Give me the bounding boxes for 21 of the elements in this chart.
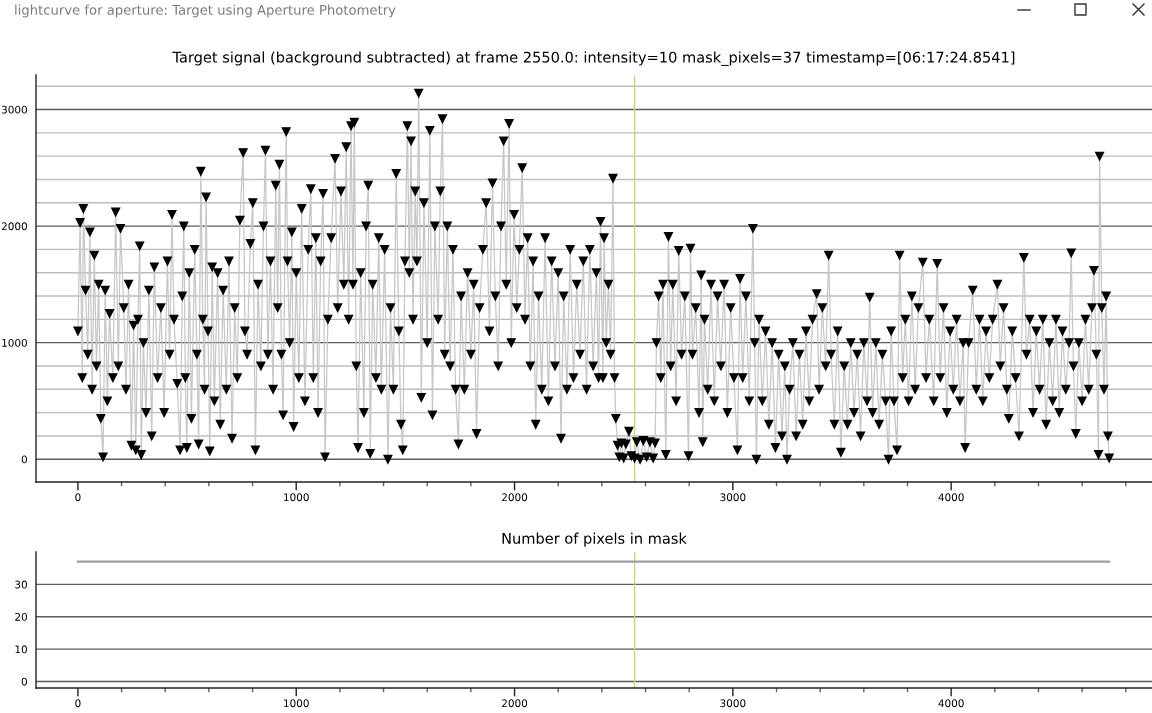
- x-tick-label: 0: [75, 699, 81, 708]
- x-tick-label: 1000: [284, 699, 309, 708]
- y-tick-label: 30: [15, 580, 27, 589]
- chart-title: Number of pixels in mask: [502, 532, 687, 547]
- x-tick-label: 4000: [938, 699, 964, 708]
- text: lightcurve for aperture: Target using Aperture Photometry: [15, 4, 396, 18]
- x-tick-label: 1000: [284, 493, 309, 502]
- x-tick-label: 3000: [720, 699, 746, 708]
- y-tick-label: 20: [15, 612, 27, 621]
- x-tick-label: 4000: [938, 493, 964, 502]
- x-tick-label: 0: [75, 493, 81, 502]
- y-tick-label: 1000: [2, 338, 27, 347]
- y-tick-label: 0: [21, 677, 27, 686]
- x-tick-label: 2000: [502, 699, 528, 708]
- chart-title: Target signal (background subtracted) at frame 2550.0: intensity=10 mask_pixels=37 timestamp=[06:17:24.8541]: [172, 51, 1015, 66]
- y-tick-label: 10: [15, 645, 27, 654]
- x-tick-label: 3000: [720, 493, 746, 502]
- x-tick-label: 2000: [502, 493, 528, 502]
- y-tick-label: 2000: [1, 222, 27, 231]
- y-tick-label: 0: [21, 455, 27, 464]
- y-tick-label: 3000: [1, 105, 27, 114]
